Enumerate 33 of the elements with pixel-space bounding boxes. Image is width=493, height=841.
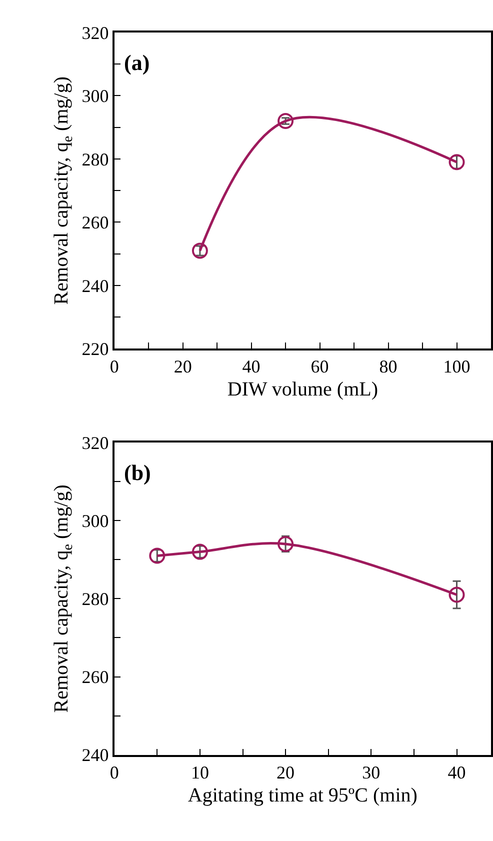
y-tick-label: 320 <box>82 432 109 453</box>
point <box>278 113 294 130</box>
point <box>192 242 208 259</box>
y-tick-label: 260 <box>82 212 109 233</box>
y-tick-label: 240 <box>82 276 109 296</box>
y-tick-label: 300 <box>82 510 109 531</box>
point <box>149 548 166 564</box>
y-tick-label: 320 <box>82 22 109 43</box>
y-tick-label: 220 <box>82 339 109 360</box>
x-tick-label: 10 <box>190 762 209 782</box>
x-tick-label: 20 <box>276 762 295 782</box>
x-tick-label: 30 <box>362 762 380 782</box>
x-tick-label: 0 <box>110 762 119 782</box>
x-axis-title: Agitating time at 95ºC (min) <box>188 784 418 806</box>
y-tick-label: 300 <box>82 86 109 106</box>
y-tick-label: 260 <box>82 667 109 688</box>
y-tick-label: 280 <box>82 588 109 609</box>
y-tick-label: 240 <box>82 745 109 766</box>
point <box>448 586 465 603</box>
point <box>278 536 294 552</box>
x-axis-title: DIW volume (mL) <box>227 378 378 400</box>
annotation: (b) <box>124 460 151 485</box>
x-tick-label: 40 <box>448 762 466 782</box>
x-tick-label: 40 <box>242 356 260 376</box>
x-tick-label: 0 <box>110 356 119 376</box>
x-tick-label: 20 <box>174 356 192 376</box>
annotation: (a) <box>124 50 150 75</box>
x-tick-label: 60 <box>310 356 329 376</box>
x-tick-label: 100 <box>443 356 470 376</box>
point <box>192 544 208 560</box>
x-tick-label: 80 <box>379 356 398 376</box>
point <box>448 154 465 170</box>
y-tick-label: 280 <box>82 149 109 170</box>
